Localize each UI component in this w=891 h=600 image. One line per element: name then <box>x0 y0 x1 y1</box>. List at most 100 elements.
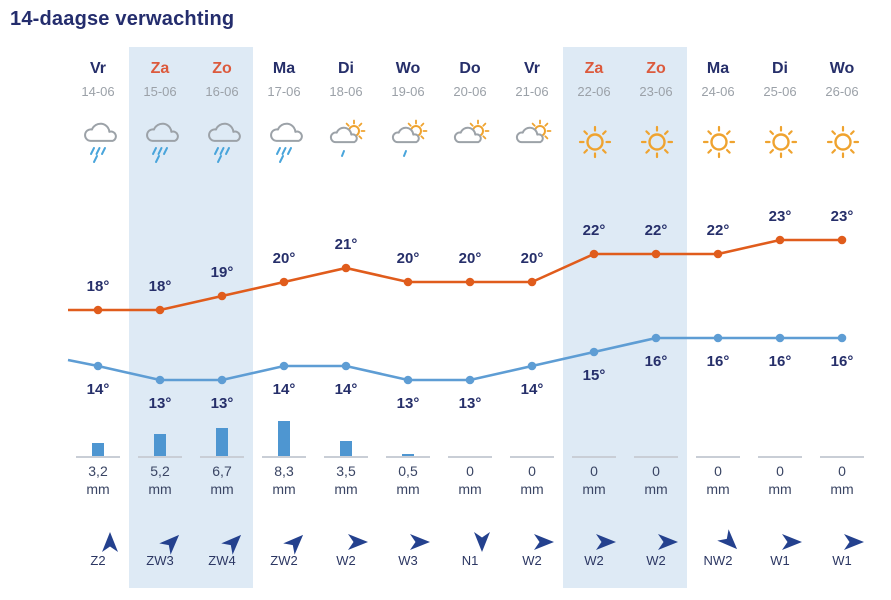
precip-unit: mm <box>396 481 420 497</box>
forecast-column[interactable]: Di 18-06 3,5 mm W2 <box>315 47 377 588</box>
wind-label: NW2 <box>703 553 733 568</box>
precip-value: 0 <box>528 463 536 479</box>
precip-unit: mm <box>644 481 668 497</box>
sun-cloud-icon <box>501 115 563 167</box>
sun-icon <box>749 115 811 167</box>
day-date: 14-06 <box>81 84 115 99</box>
wind-label: W1 <box>770 553 790 568</box>
day-date: 18-06 <box>329 84 363 99</box>
wind-label: W2 <box>336 553 356 568</box>
wind-direction-icon <box>408 530 432 554</box>
forecast-column[interactable]: Vr 21-06 0 mm W2 <box>501 47 563 588</box>
wind-direction-icon <box>842 530 866 554</box>
wind-label: W2 <box>522 553 542 568</box>
precip-bar <box>340 441 352 456</box>
forecast-column[interactable]: Za 15-06 5,2 mm ZW3 <box>129 47 191 588</box>
sun-cloud-drizzle-icon <box>377 115 439 167</box>
sun-cloud-drizzle-icon <box>315 115 377 167</box>
day-name: Vr <box>523 60 540 77</box>
precip-value: 0 <box>590 463 598 479</box>
wind-label: W3 <box>398 553 418 568</box>
day-date: 17-06 <box>267 84 301 99</box>
sun-icon <box>811 115 873 167</box>
precip-unit: mm <box>210 481 234 497</box>
precip-unit: mm <box>86 481 110 497</box>
day-date: 23-06 <box>639 84 673 99</box>
day-date: 24-06 <box>701 84 735 99</box>
forecast-column[interactable]: Zo 23-06 0 mm W2 <box>625 47 687 588</box>
forecast-column[interactable]: Wo 26-06 0 mm W1 <box>811 47 873 588</box>
day-date: 16-06 <box>205 84 239 99</box>
day-name: Di <box>338 60 354 77</box>
precip-unit: mm <box>334 481 358 497</box>
precip-baseline <box>386 456 430 458</box>
precip-baseline <box>138 456 182 458</box>
precip-unit: mm <box>520 481 544 497</box>
precip-baseline <box>448 456 492 458</box>
day-name: Do <box>459 60 481 77</box>
wind-label: W1 <box>832 553 852 568</box>
forecast-column[interactable]: Zo 16-06 6,7 mm ZW4 <box>191 47 253 588</box>
day-name: Wo <box>829 60 855 77</box>
wind-label: ZW3 <box>146 553 174 568</box>
wind-direction-icon <box>217 525 251 559</box>
sun-cloud-icon <box>439 115 501 167</box>
forecast-column[interactable]: Di 25-06 0 mm W1 <box>749 47 811 588</box>
forecast-column[interactable]: Ma 24-06 0 mm NW2 <box>687 47 749 588</box>
wind-label: N1 <box>461 553 479 568</box>
wind-label: W2 <box>646 553 666 568</box>
wind-direction-icon <box>532 530 556 554</box>
day-date: 22-06 <box>577 84 611 99</box>
precip-bar <box>402 453 414 456</box>
precip-baseline <box>324 456 368 458</box>
sun-icon <box>687 115 749 167</box>
day-date: 19-06 <box>391 84 425 99</box>
day-date: 21-06 <box>515 84 549 99</box>
day-name: Wo <box>395 60 421 77</box>
forecast-column[interactable]: Za 22-06 0 mm W2 <box>563 47 625 588</box>
wind-label: ZW4 <box>208 553 236 568</box>
day-date: 20-06 <box>453 84 487 99</box>
precip-value: 0 <box>838 463 846 479</box>
precip-baseline <box>76 456 120 458</box>
precip-value: 0 <box>466 463 474 479</box>
precip-value: 8,3 <box>274 463 294 479</box>
precip-baseline <box>758 456 802 458</box>
forecast-column[interactable]: Do 20-06 0 mm N1 <box>439 47 501 588</box>
precip-bar <box>216 427 228 456</box>
precip-bar <box>92 442 104 456</box>
precip-baseline <box>510 456 554 458</box>
forecast-column[interactable]: Wo 19-06 0,5 mm W3 <box>377 47 439 588</box>
day-name: Vr <box>89 60 106 77</box>
precip-unit: mm <box>830 481 854 497</box>
day-name: Zo <box>212 60 232 77</box>
wind-direction-icon <box>155 525 189 559</box>
forecast-column[interactable]: Vr 14-06 3,2 mm Z2 <box>67 47 129 588</box>
rain-icon <box>191 115 253 167</box>
precip-bar <box>154 434 166 456</box>
wind-direction-icon <box>656 530 680 554</box>
rain-icon <box>253 115 315 167</box>
precip-baseline <box>634 456 678 458</box>
precip-baseline <box>262 456 306 458</box>
rain-icon <box>67 115 129 167</box>
precip-unit: mm <box>272 481 296 497</box>
precip-baseline <box>572 456 616 458</box>
forecast-column[interactable]: Ma 17-06 8,3 mm ZW2 <box>253 47 315 588</box>
precip-value: 6,7 <box>212 463 232 479</box>
precip-baseline <box>696 456 740 458</box>
rain-icon <box>129 115 191 167</box>
page-title: 14-daagse verwachting <box>10 8 235 30</box>
wind-direction-icon <box>780 530 804 554</box>
precip-baseline <box>820 456 864 458</box>
precip-value: 0 <box>652 463 660 479</box>
wind-direction-icon <box>98 530 122 554</box>
wind-label: Z2 <box>90 553 106 568</box>
precip-unit: mm <box>768 481 792 497</box>
precip-bar <box>278 421 290 456</box>
day-name: Ma <box>706 60 730 77</box>
day-name: Za <box>150 60 170 77</box>
precip-value: 3,2 <box>88 463 108 479</box>
precip-value: 5,2 <box>150 463 170 479</box>
